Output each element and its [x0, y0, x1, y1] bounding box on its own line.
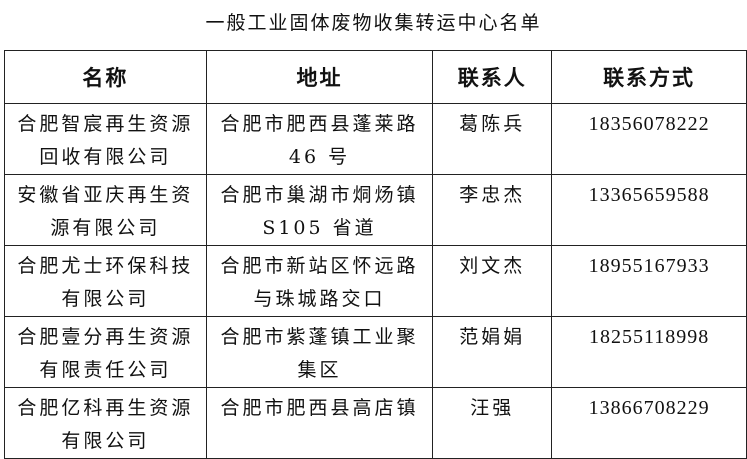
header-phone: 联系方式	[551, 50, 747, 104]
header-address: 地址	[205, 50, 434, 104]
company-name: 合肥亿科再生资源有限公司	[4, 387, 207, 459]
contact-person: 范娟娟	[432, 316, 553, 388]
company-address: 合肥市巢湖市烔炀镇 S105 省道	[205, 174, 434, 246]
contact-person: 葛陈兵	[432, 103, 553, 175]
contact-phone: 18255118998	[551, 316, 747, 388]
company-name: 合肥智宸再生资源回收有限公司	[4, 103, 207, 175]
document-title: 一般工业固体废物收集转运中心名单	[205, 12, 542, 34]
company-name: 安徽省亚庆再生资源有限公司	[4, 174, 207, 246]
header-row: 名称 地址 联系人 联系方式	[4, 50, 747, 104]
company-address: 合肥市肥西县蓬莱路 46 号	[205, 103, 434, 175]
table-row: 合肥尤士环保科技有限公司 合肥市新站区怀远路与珠城路交口 刘文杰 1895516…	[4, 245, 747, 317]
company-name: 合肥壹分再生资源有限责任公司	[4, 316, 207, 388]
header-contact: 联系人	[432, 50, 553, 104]
contact-phone: 13365659588	[551, 174, 747, 246]
table-row: 安徽省亚庆再生资源有限公司 合肥市巢湖市烔炀镇 S105 省道 李忠杰 1336…	[4, 174, 747, 246]
contact-person: 李忠杰	[432, 174, 553, 246]
header-name: 名称	[4, 50, 207, 104]
table-row: 合肥壹分再生资源有限责任公司 合肥市紫蓬镇工业聚集区 范娟娟 182551189…	[4, 316, 747, 388]
company-address: 合肥市新站区怀远路与珠城路交口	[205, 245, 434, 317]
table-row: 合肥亿科再生资源有限公司 合肥市肥西县高店镇 汪强 13866708229	[4, 387, 747, 459]
contact-person: 汪强	[432, 387, 553, 459]
company-address: 合肥市肥西县高店镇	[205, 387, 434, 459]
table-row: 合肥智宸再生资源回收有限公司 合肥市肥西县蓬莱路 46 号 葛陈兵 183560…	[4, 103, 747, 175]
company-name: 合肥尤士环保科技有限公司	[4, 245, 207, 317]
contact-person: 刘文杰	[432, 245, 553, 317]
collection-center-table: 名称 地址 联系人 联系方式 合肥智宸再生资源回收有限公司 合肥市肥西县蓬莱路 …	[4, 50, 747, 459]
contact-phone: 18955167933	[551, 245, 747, 317]
contact-phone: 18356078222	[551, 103, 747, 175]
contact-phone: 13866708229	[551, 387, 747, 459]
company-address: 合肥市紫蓬镇工业聚集区	[205, 316, 434, 388]
